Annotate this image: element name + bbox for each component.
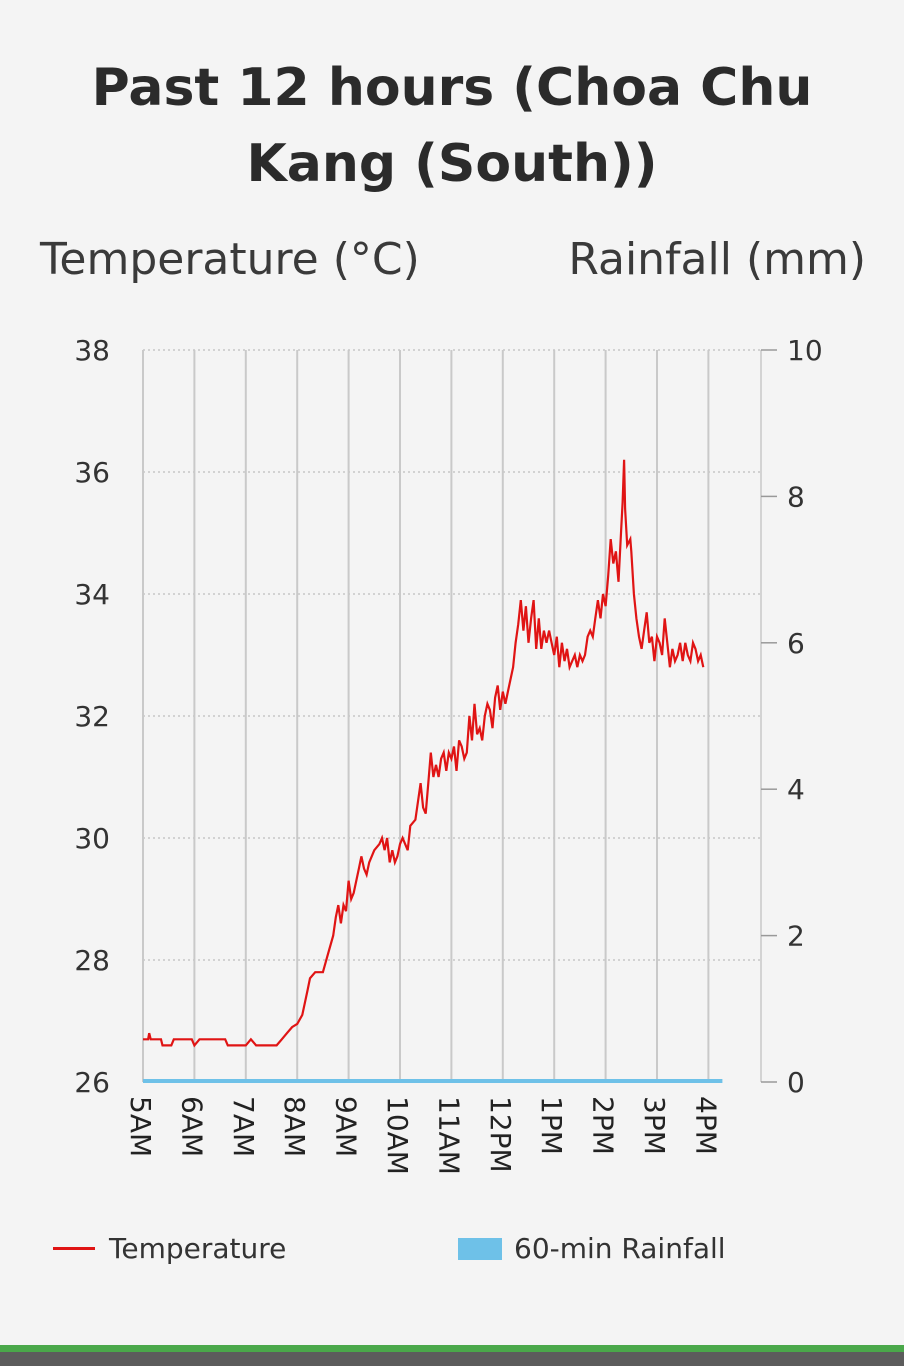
x-tick-label-8AM: 8AM (278, 1096, 311, 1157)
x-tick-label-10AM: 10AM (381, 1096, 414, 1175)
legend-rainfall[interactable]: 60-min Rainfall (458, 1232, 726, 1265)
y2-tick-label-10: 10 (787, 334, 823, 367)
bottom-navigation-strip (0, 1352, 904, 1366)
y-tick-label-32: 32 (74, 700, 110, 733)
y-tick-label-36: 36 (74, 456, 110, 489)
y2-tick-label-8: 8 (787, 480, 805, 513)
x-tick-label-11AM: 11AM (432, 1096, 465, 1175)
temperature-axis-title: Temperature (°C) (40, 234, 420, 285)
y2-tick-label-6: 6 (787, 627, 805, 660)
y-tick-label-34: 34 (74, 578, 110, 611)
x-tick-label-12PM: 12PM (484, 1096, 517, 1173)
x-tick-label-2PM: 2PM (587, 1096, 620, 1155)
x-tick-label-6AM: 6AM (175, 1096, 208, 1157)
chart-title: Past 12 hours (Choa Chu Kang (South)) (91, 58, 813, 194)
legend-temperature-swatch (53, 1247, 95, 1250)
legend-temperature-label: Temperature (109, 1232, 287, 1265)
y-tick-label-38: 38 (74, 334, 110, 367)
x-tick-label-7AM: 7AM (227, 1096, 260, 1157)
legend-temperature[interactable]: Temperature (53, 1232, 286, 1265)
y-tick-label-30: 30 (74, 822, 110, 855)
x-tick-label-5AM: 5AM (124, 1096, 157, 1157)
temperature-line (143, 459, 705, 1048)
rainfall-axis-title: Rainfall (mm) (568, 234, 866, 285)
bottom-accent-bar (0, 1345, 904, 1352)
legend-rainfall-label: 60-min Rainfall (514, 1232, 726, 1265)
x-tick-label-9AM: 9AM (330, 1096, 363, 1157)
y2-tick-label-4: 4 (787, 773, 805, 806)
y2-tick-label-2: 2 (787, 920, 805, 953)
x-tick-label-3PM: 3PM (638, 1096, 671, 1155)
x-tick-label-4PM: 4PM (689, 1096, 722, 1155)
legend-rainfall-swatch (458, 1237, 502, 1260)
y-tick-label-26: 26 (74, 1066, 110, 1099)
y-tick-label-28: 28 (74, 944, 110, 977)
rainfall-bar (143, 1079, 723, 1083)
x-tick-label-1PM: 1PM (535, 1096, 568, 1155)
y2-tick-label-0: 0 (787, 1066, 805, 1099)
